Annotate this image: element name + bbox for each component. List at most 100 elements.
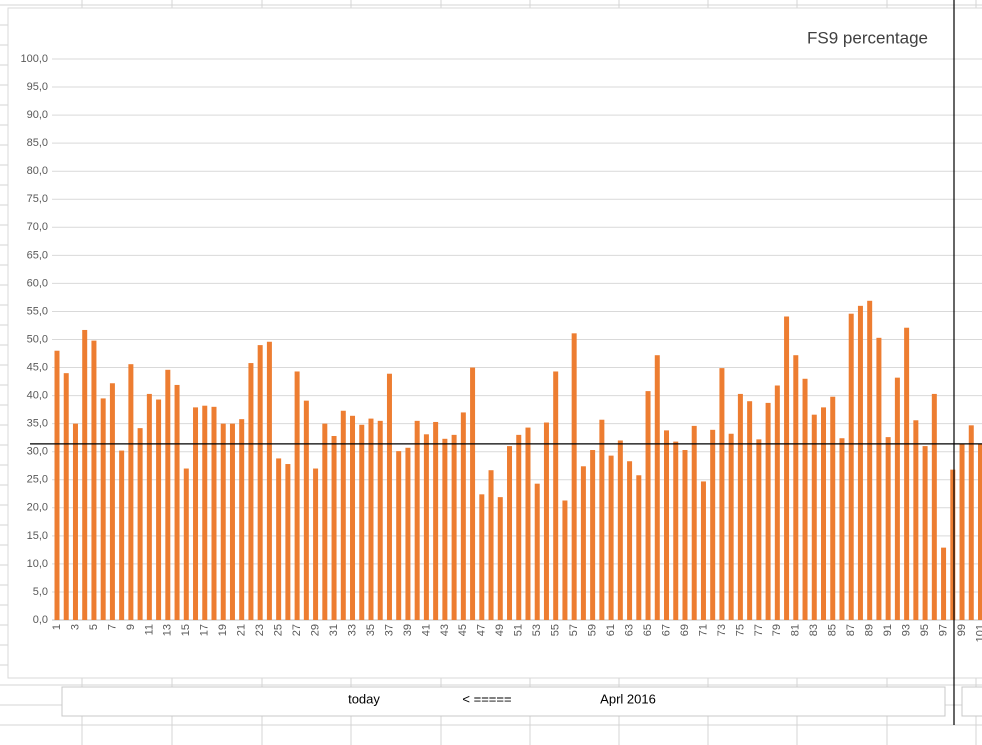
bar — [442, 438, 448, 620]
x-tick-label: 33 — [346, 624, 358, 636]
bar — [876, 337, 882, 620]
x-tick-label: 75 — [734, 624, 746, 636]
bar — [534, 483, 540, 620]
text-box-item: today — [348, 691, 380, 706]
y-tick-label: 60,0 — [27, 277, 48, 289]
bar — [931, 393, 937, 620]
bar — [82, 329, 88, 620]
bar — [479, 494, 485, 620]
bar — [894, 377, 900, 620]
y-tick-label: 20,0 — [27, 502, 48, 514]
bar — [350, 415, 356, 620]
bar — [857, 305, 863, 620]
x-tick-label: 93 — [901, 624, 913, 636]
x-tick-label: 57 — [568, 624, 580, 636]
x-tick-label: 21 — [236, 624, 248, 636]
bar — [737, 393, 743, 620]
x-tick-label: 31 — [328, 624, 340, 636]
x-tick-label: 85 — [827, 624, 839, 636]
bar — [525, 427, 531, 620]
bar — [109, 383, 115, 620]
x-tick-label: 53 — [531, 624, 543, 636]
bar — [590, 450, 596, 620]
x-tick-label: 27 — [291, 624, 303, 636]
bar — [645, 391, 651, 620]
bar — [91, 340, 97, 620]
bar — [691, 425, 697, 620]
x-tick-label: 17 — [199, 624, 211, 636]
bar — [654, 355, 660, 620]
x-tick-label: 49 — [494, 624, 506, 636]
bar — [368, 418, 374, 620]
bar — [627, 461, 633, 620]
bar — [700, 481, 706, 620]
x-tick-label: 51 — [513, 624, 525, 636]
x-tick-label: 11 — [143, 624, 155, 635]
y-tick-label: 70,0 — [27, 221, 48, 233]
bar — [313, 468, 319, 620]
text-box-item: Aprl 2016 — [600, 691, 656, 706]
bar — [488, 470, 494, 620]
bar — [146, 393, 152, 620]
x-tick-label: 5 — [88, 624, 100, 630]
y-tick-label: 10,0 — [27, 558, 48, 570]
bar — [211, 406, 217, 620]
x-tick-label: 99 — [956, 624, 968, 636]
y-tick-label: 90,0 — [27, 109, 48, 121]
bar — [507, 446, 513, 620]
bar — [793, 355, 799, 620]
x-tick-label: 101 — [974, 624, 982, 642]
bar — [765, 402, 771, 620]
bar — [950, 469, 956, 620]
bar — [156, 399, 162, 620]
bar — [848, 313, 854, 620]
x-tick-label: 37 — [383, 624, 395, 636]
bar — [821, 407, 827, 620]
text-box — [61, 686, 946, 717]
bar — [543, 422, 549, 620]
bar — [202, 405, 208, 620]
bar — [72, 423, 78, 620]
bar — [248, 363, 254, 620]
x-tick-label: 13 — [162, 624, 174, 636]
x-tick-label: 69 — [679, 624, 691, 636]
bar — [571, 333, 577, 620]
bar — [276, 458, 282, 620]
text-box-item: < ===== — [462, 691, 511, 706]
x-tick-label: 19 — [217, 624, 229, 636]
bar — [257, 345, 263, 620]
y-tick-label: 45,0 — [27, 361, 48, 373]
bar — [497, 497, 503, 620]
y-tick-label: 75,0 — [27, 193, 48, 205]
bar — [756, 439, 762, 620]
bar — [516, 434, 522, 620]
x-tick-label: 95 — [919, 624, 931, 636]
bar — [414, 420, 420, 620]
y-tick-label: 15,0 — [27, 530, 48, 542]
bar — [322, 423, 328, 620]
x-tick-label: 61 — [605, 624, 617, 636]
bar — [904, 327, 910, 620]
x-tick-label: 77 — [753, 624, 765, 636]
x-tick-label: 9 — [125, 624, 137, 630]
bar — [599, 419, 605, 620]
bar — [941, 547, 947, 620]
bar — [285, 464, 291, 620]
x-tick-label: 39 — [402, 624, 414, 636]
bar — [728, 433, 734, 620]
bar — [553, 371, 559, 620]
x-tick-label: 73 — [716, 624, 728, 636]
bar — [303, 400, 309, 620]
bar — [913, 420, 919, 620]
bar — [580, 466, 586, 620]
bar — [562, 500, 568, 620]
x-tick-label: 3 — [69, 624, 81, 630]
bar — [664, 430, 670, 620]
x-tick-label: 45 — [457, 624, 469, 636]
text-box-2 — [961, 686, 982, 717]
bar — [470, 367, 476, 620]
x-tick-label: 89 — [864, 624, 876, 636]
bar — [959, 443, 965, 620]
x-tick-label: 65 — [642, 624, 654, 636]
